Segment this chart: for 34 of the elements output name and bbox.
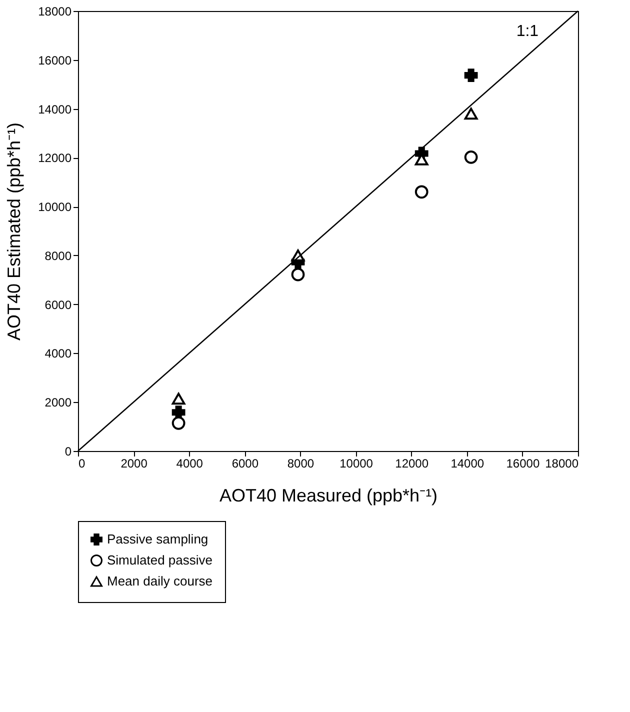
x-tick-label: 0 (78, 456, 86, 470)
y-tick-label: 16000 (38, 53, 72, 68)
x-tick-label: 10000 (340, 456, 374, 470)
y-tick-label: 18000 (38, 4, 72, 18)
x-tick-label: 16000 (506, 456, 540, 470)
x-axis-title: AOT40 Measured (ppb*h⁻¹) (219, 486, 438, 506)
y-tick-label: 0 (64, 444, 72, 458)
legend-label: Simulated passive (107, 552, 212, 568)
point (464, 150, 478, 164)
annotation: 1:1 (516, 22, 539, 40)
y-tick-label: 2000 (44, 396, 72, 410)
legend-label: Passive sampling (107, 532, 208, 546)
y-tick-label: 6000 (44, 298, 72, 312)
point (464, 108, 478, 120)
point (291, 268, 305, 282)
x-tick-label: 2000 (120, 456, 148, 470)
y-tick-label: 4000 (44, 346, 72, 361)
y-tick-label: 14000 (38, 102, 72, 116)
x-tick-label: 4000 (176, 456, 204, 470)
point (172, 406, 186, 420)
legend-label: Mean daily course (107, 574, 212, 588)
point (414, 185, 428, 199)
x-tick-label: 8000 (287, 456, 314, 470)
x-tick-label: 14000 (450, 456, 484, 470)
point (172, 416, 186, 430)
y-tick-label: 8000 (44, 248, 72, 263)
y-tick-label: 10000 (38, 200, 72, 214)
x-tick-label: 12000 (395, 456, 429, 470)
x-tick-label: 18000 (545, 456, 579, 470)
y-axis-title: AOT40 Estimated (ppb*h⁻¹) (4, 122, 24, 341)
y-tick-label: 12000 (38, 151, 72, 166)
point (464, 68, 478, 82)
x-tick-label: 6000 (232, 456, 259, 470)
point (172, 392, 186, 405)
